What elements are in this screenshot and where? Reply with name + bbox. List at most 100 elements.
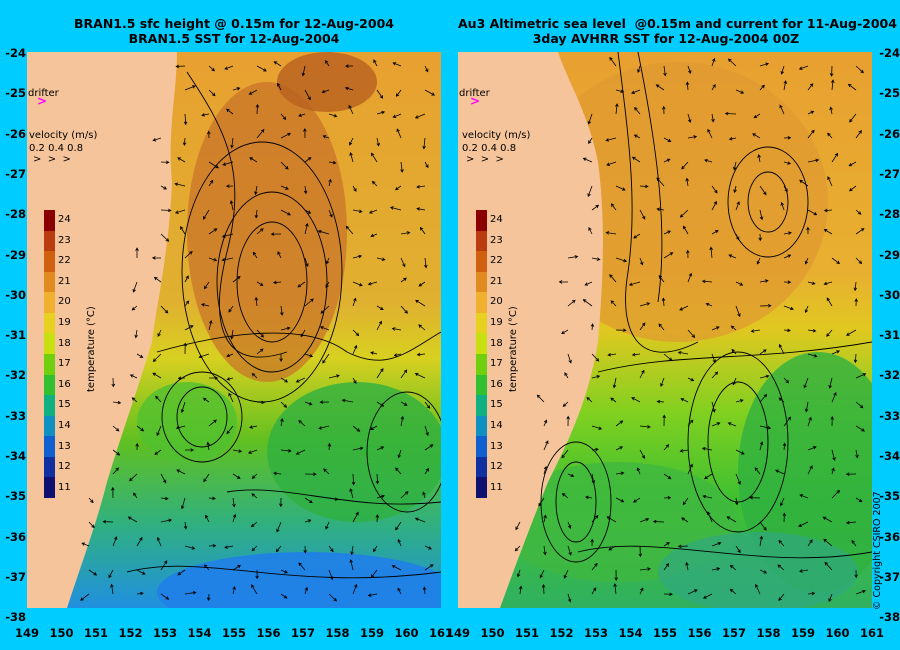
current-arrow — [322, 353, 330, 364]
current-arrow — [200, 303, 210, 307]
current-arrow — [615, 89, 625, 93]
current-arrow — [826, 297, 833, 307]
current-arrow — [344, 86, 354, 91]
current-arrow — [830, 79, 835, 91]
current-arrow — [136, 569, 146, 575]
current-arrow — [184, 325, 194, 331]
current-arrow — [255, 569, 259, 580]
current-arrow — [400, 231, 411, 235]
current-arrow — [778, 343, 785, 355]
colorbar-swatch — [476, 374, 487, 396]
current-arrow — [327, 442, 332, 451]
current-arrow — [543, 545, 547, 556]
current-arrow — [750, 329, 761, 333]
current-arrow — [304, 209, 312, 214]
colorbar-tick: 15 — [58, 399, 71, 411]
current-arrow — [663, 137, 672, 142]
current-arrow — [687, 135, 698, 139]
current-arrow — [828, 377, 833, 389]
colorbar-tick: 12 — [58, 461, 71, 473]
current-arrow — [303, 185, 308, 195]
current-arrow — [586, 396, 593, 403]
current-arrow — [543, 419, 548, 427]
current-arrow — [252, 251, 258, 259]
colorbar-swatch — [476, 251, 487, 273]
current-arrow — [376, 494, 385, 499]
longitude-label: 153 — [152, 626, 177, 640]
current-arrow — [826, 329, 833, 337]
current-arrow — [328, 113, 338, 118]
current-arrow — [615, 103, 619, 115]
current-arrow — [606, 516, 617, 523]
current-arrow — [639, 425, 651, 429]
colorbar-tick: 23 — [58, 234, 71, 246]
current-arrow — [727, 422, 737, 427]
current-arrow — [328, 497, 339, 501]
current-arrow — [610, 397, 617, 403]
current-arrow — [799, 179, 809, 187]
current-arrow — [180, 401, 186, 414]
current-arrow — [203, 473, 210, 483]
current-arrow — [352, 425, 361, 432]
current-arrow — [400, 415, 405, 427]
current-arrow — [232, 449, 243, 453]
current-arrow — [160, 305, 169, 314]
current-arrow — [733, 185, 737, 194]
current-arrow — [804, 401, 809, 413]
current-arrow — [679, 449, 689, 453]
current-arrow — [735, 201, 740, 211]
current-arrow — [280, 209, 291, 216]
current-arrow — [615, 446, 624, 451]
current-arrow — [328, 160, 337, 165]
longitude-label: 150 — [480, 626, 505, 640]
current-arrow — [853, 281, 858, 292]
current-arrow — [782, 442, 787, 451]
current-arrow — [806, 226, 810, 235]
current-arrow — [639, 302, 651, 307]
current-arrow — [202, 397, 210, 403]
current-arrow — [175, 64, 186, 69]
current-arrow — [807, 281, 816, 285]
current-arrow — [304, 519, 312, 523]
current-arrow — [711, 567, 721, 571]
current-arrow — [108, 569, 114, 579]
current-arrow — [759, 535, 764, 547]
current-arrow — [615, 185, 626, 191]
current-arrow — [567, 473, 575, 478]
current-arrow — [280, 377, 289, 383]
current-arrow — [352, 511, 359, 523]
current-arrow — [251, 473, 258, 479]
current-arrow — [128, 473, 138, 482]
right-map-graphic — [458, 52, 872, 608]
current-arrow — [208, 319, 213, 331]
current-arrow — [112, 536, 118, 547]
current-arrow — [224, 545, 234, 549]
latitude-label: -36 — [879, 529, 900, 544]
current-arrow — [711, 353, 716, 364]
current-arrow — [634, 106, 641, 115]
longitude-label: 159 — [790, 626, 815, 640]
current-arrow — [248, 89, 258, 95]
current-arrow — [848, 185, 857, 192]
current-arrow — [607, 352, 617, 357]
colorbar-swatch — [476, 333, 487, 355]
longitude-label: 153 — [583, 626, 608, 640]
current-arrow — [424, 564, 434, 571]
current-arrow — [325, 281, 330, 289]
longitude-label: 154 — [618, 626, 643, 640]
current-arrow — [328, 374, 340, 379]
colorbar-tick: 14 — [58, 420, 71, 431]
colorbar-tick: 20 — [58, 296, 71, 308]
current-arrow — [298, 420, 306, 427]
current-arrow — [780, 201, 785, 211]
velocity-arrows-left-icon: > > > — [33, 154, 71, 165]
current-arrow — [349, 488, 354, 499]
current-arrow — [612, 377, 617, 389]
current-arrow — [711, 113, 715, 123]
colorbar-swatch — [476, 230, 487, 252]
current-arrow — [304, 89, 311, 101]
current-arrow — [280, 113, 287, 120]
longitude-label: 160 — [825, 626, 850, 640]
current-arrow — [687, 272, 693, 283]
colorbar-swatch — [44, 333, 55, 355]
